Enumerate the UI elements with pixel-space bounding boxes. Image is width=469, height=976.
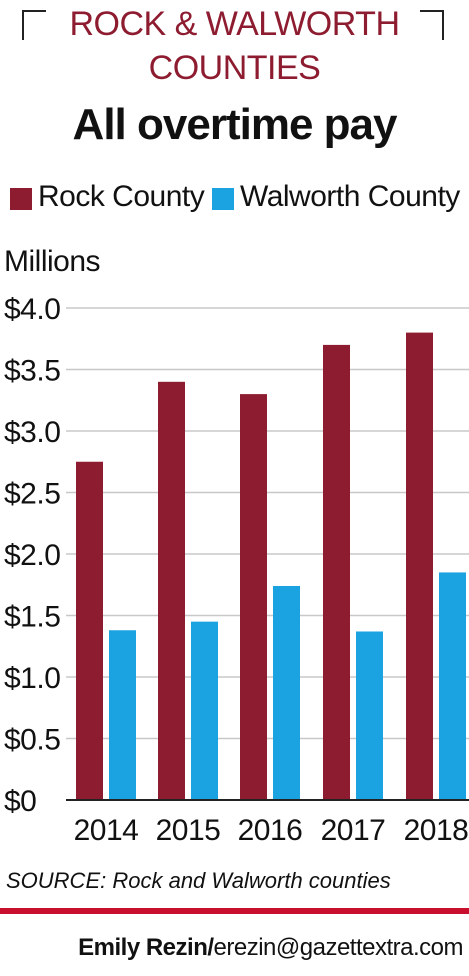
- x-tick-label: 2015: [156, 814, 221, 847]
- bar-rock-2015: [158, 381, 185, 800]
- y-tick-label: $0: [4, 785, 36, 818]
- bar-rock-2018: [406, 332, 433, 800]
- y-axis-label: Millions: [4, 245, 100, 278]
- bar-rock-2016: [240, 394, 267, 800]
- y-tick-label: $0.5: [4, 724, 60, 757]
- y-tick-label: $2.0: [4, 539, 60, 572]
- y-tick-label: $1.0: [4, 662, 60, 695]
- bar-walworth-2016: [273, 585, 300, 800]
- y-tick-label: $3.5: [4, 355, 60, 388]
- credit-name: Emily Rezin/: [78, 934, 214, 961]
- kicker-line-1: ROCK & WALWORTH: [69, 5, 401, 43]
- credit-email: erezin@gazettextra.com: [213, 934, 464, 961]
- source-note: SOURCE: Rock and Walworth counties: [6, 868, 391, 893]
- bar-rock-2017: [323, 344, 350, 800]
- bar-walworth-2014: [109, 630, 136, 800]
- header-bracket-right: [420, 10, 444, 40]
- credit: Emily Rezin/erezin@gazettextra.com: [78, 934, 463, 962]
- x-tick-label: 2014: [74, 814, 139, 847]
- y-tick-label: $1.5: [4, 601, 60, 634]
- bar-walworth-2017: [356, 631, 383, 800]
- bar-rock-2014: [76, 461, 103, 800]
- x-tick-label: 2017: [321, 814, 386, 847]
- x-tick-label: 2018: [404, 814, 469, 847]
- chart-title: All overtime pay: [72, 100, 398, 149]
- kicker-line-2: COUNTIES: [148, 49, 321, 87]
- legend-swatch-rock: [10, 188, 32, 210]
- y-tick-label: $4.0: [4, 293, 60, 326]
- legend-label-rock: Rock County: [38, 180, 205, 213]
- footer-rule: [0, 908, 469, 914]
- legend-label-walworth: Walworth County: [240, 180, 460, 213]
- x-tick-label: 2016: [238, 814, 303, 847]
- bar-walworth-2018: [439, 572, 466, 800]
- header-bracket-left: [22, 10, 46, 40]
- y-tick-label: $3.0: [4, 416, 60, 449]
- legend-swatch-walworth: [212, 188, 234, 210]
- bar-walworth-2015: [191, 621, 218, 800]
- y-tick-label: $2.5: [4, 478, 60, 511]
